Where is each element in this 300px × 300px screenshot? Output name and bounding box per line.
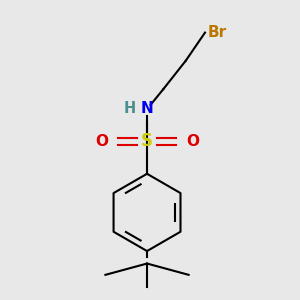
Text: N: N — [141, 101, 153, 116]
Text: O: O — [186, 134, 199, 148]
Text: O: O — [95, 134, 108, 148]
Text: S: S — [141, 132, 153, 150]
Text: Br: Br — [208, 25, 227, 40]
Text: H: H — [124, 101, 136, 116]
